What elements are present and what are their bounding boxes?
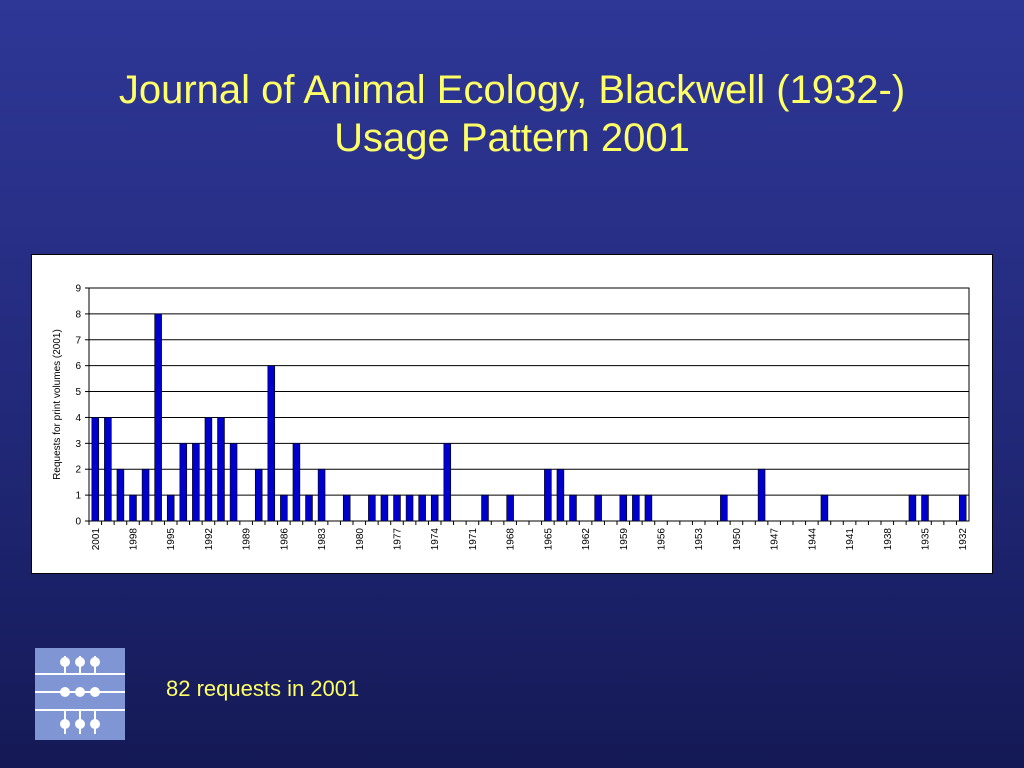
x-tick-label: 1932: [958, 528, 969, 551]
x-tick-label: 1950: [732, 528, 743, 551]
bar-1957: [644, 494, 653, 522]
x-tick-label: 1941: [845, 528, 856, 551]
bar-1995: [166, 494, 175, 522]
bar-1979: [368, 494, 376, 522]
bar-1977: [393, 494, 401, 522]
bar-1991: [217, 417, 225, 522]
bar-1998: [129, 494, 137, 522]
bar-1976: [405, 494, 414, 522]
bar-chart: 0 1 2 3 4 5 6 7 8 9 2001 1998 1995 1992 1989 1986 1983 19…: [52, 284, 970, 551]
x-tick-label: 1974: [430, 528, 441, 551]
x-tick-label: 1968: [506, 528, 517, 551]
y-tick-label: 6: [75, 361, 81, 372]
bar-1975: [418, 494, 426, 522]
bar-1974: [430, 494, 439, 522]
bar-1958: [632, 494, 640, 522]
bar-1968: [506, 494, 514, 522]
y-tick-label: 2: [75, 465, 81, 476]
bar-1984: [305, 494, 313, 522]
bar-1987: [267, 365, 276, 522]
x-tick-label: 1947: [770, 528, 781, 551]
chart-panel: 0 1 2 3 4 5 6 7 8 9 2001 1998 1995 1992 1989 1986 1983 19…: [31, 254, 993, 574]
slide-title-line2: Usage Pattern 2001: [334, 116, 690, 160]
bar-1981: [342, 494, 351, 522]
bar-1961: [594, 494, 602, 522]
bar-1932: [958, 494, 967, 522]
slide-title: Journal of Animal Ecology, Blackwell (19…: [0, 66, 1024, 162]
bar-1983: [317, 468, 326, 522]
x-tick-label: 1962: [581, 528, 592, 551]
bar-1992: [204, 417, 213, 522]
x-tick-label: 1980: [355, 528, 366, 551]
bar-1965: [544, 468, 552, 522]
x-tick-label: 1992: [204, 528, 215, 551]
bar-1964: [556, 468, 565, 522]
bar-1997: [141, 468, 150, 522]
x-tick-label: 1938: [883, 528, 894, 551]
y-axis-label: Requests for print volumes (2001): [52, 329, 63, 480]
bar-1936: [908, 494, 917, 522]
x-tick-label: 1995: [166, 528, 177, 551]
x-tick-label: 1965: [543, 528, 554, 551]
y-tick-label: 3: [75, 439, 81, 450]
bar-1973: [443, 443, 452, 522]
bar-1996: [154, 313, 162, 522]
x-tick-label: 1989: [242, 528, 253, 551]
x-tick-label: 2001: [91, 528, 102, 551]
x-tick-label: 1983: [317, 528, 328, 551]
bar-1963: [569, 494, 577, 522]
bar-1986: [280, 494, 288, 522]
slide-title-line1: Journal of Animal Ecology, Blackwell (19…: [118, 68, 906, 112]
bar-1959: [619, 494, 628, 522]
x-tick-label: 1959: [619, 528, 630, 551]
bar-1951: [720, 494, 728, 522]
y-tick-label: 0: [75, 517, 81, 528]
library-logo: [35, 648, 125, 740]
bar-1943: [820, 494, 829, 522]
bar-2000: [104, 417, 112, 522]
x-tick-label: 1956: [657, 528, 668, 551]
bar-1978: [380, 494, 389, 522]
y-tick-label: 9: [75, 284, 81, 295]
x-tick-label: 1944: [807, 528, 818, 551]
x-tick-label: 1971: [468, 528, 479, 551]
bar-2001: [91, 417, 100, 522]
y-tick-label: 4: [75, 413, 81, 424]
network-logo-icon: [35, 656, 125, 734]
x-tick-label: 1998: [129, 528, 140, 551]
y-tick-label: 1: [75, 491, 81, 502]
bar-1988: [254, 468, 263, 522]
y-tick-label: 5: [75, 387, 81, 398]
bar-1990: [229, 443, 238, 522]
x-tick-label: 1986: [279, 528, 290, 551]
bar-1994: [179, 443, 188, 522]
bar-1993: [192, 443, 200, 522]
x-tick-label: 1935: [921, 528, 932, 551]
bar-1999: [116, 468, 125, 522]
y-tick-label: 7: [75, 335, 81, 346]
x-tick-label: 1977: [393, 528, 404, 551]
y-tick-label: 8: [75, 309, 81, 320]
bar-1935: [921, 494, 929, 522]
bar-1985: [292, 443, 301, 522]
bar-1948: [757, 468, 766, 522]
bar-1970: [481, 494, 489, 522]
x-tick-label: 1953: [694, 528, 705, 551]
requests-caption: 82 requests in 2001: [166, 676, 360, 701]
